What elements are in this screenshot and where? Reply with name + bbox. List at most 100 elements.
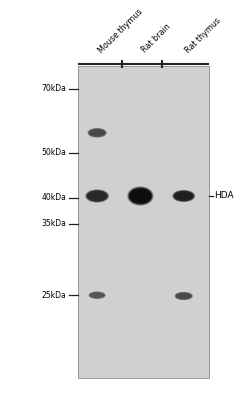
Ellipse shape xyxy=(85,189,109,203)
Ellipse shape xyxy=(171,189,196,203)
Ellipse shape xyxy=(88,128,107,138)
Bar xyxy=(78,66,209,378)
Ellipse shape xyxy=(172,190,196,202)
Ellipse shape xyxy=(87,128,107,138)
Ellipse shape xyxy=(171,189,196,203)
Ellipse shape xyxy=(128,187,152,205)
Ellipse shape xyxy=(128,188,152,204)
Ellipse shape xyxy=(85,189,110,203)
Ellipse shape xyxy=(87,128,107,138)
Ellipse shape xyxy=(87,190,108,202)
Ellipse shape xyxy=(88,291,106,299)
Ellipse shape xyxy=(88,291,107,299)
Text: 70kDa: 70kDa xyxy=(42,84,67,93)
Ellipse shape xyxy=(88,128,106,137)
Ellipse shape xyxy=(175,292,193,300)
Ellipse shape xyxy=(172,190,195,202)
Ellipse shape xyxy=(84,188,110,204)
Ellipse shape xyxy=(85,190,109,202)
Ellipse shape xyxy=(173,191,194,201)
Ellipse shape xyxy=(88,128,106,137)
Ellipse shape xyxy=(172,190,195,202)
Ellipse shape xyxy=(88,128,106,137)
Ellipse shape xyxy=(86,127,108,138)
Ellipse shape xyxy=(89,292,105,298)
Ellipse shape xyxy=(87,128,108,138)
Ellipse shape xyxy=(176,292,192,300)
Ellipse shape xyxy=(86,190,108,202)
Ellipse shape xyxy=(87,191,107,201)
Ellipse shape xyxy=(175,292,193,300)
Ellipse shape xyxy=(87,190,107,202)
Ellipse shape xyxy=(89,130,106,135)
Ellipse shape xyxy=(127,186,154,206)
Ellipse shape xyxy=(129,188,152,204)
Ellipse shape xyxy=(86,127,108,138)
Ellipse shape xyxy=(175,292,192,300)
Ellipse shape xyxy=(88,291,106,299)
Text: 25kDa: 25kDa xyxy=(42,291,67,300)
Ellipse shape xyxy=(126,185,155,207)
Ellipse shape xyxy=(89,292,105,299)
Ellipse shape xyxy=(87,192,107,200)
Text: 50kDa: 50kDa xyxy=(42,148,67,157)
Ellipse shape xyxy=(176,293,192,299)
Ellipse shape xyxy=(174,292,193,300)
Ellipse shape xyxy=(173,191,194,201)
Ellipse shape xyxy=(129,191,151,201)
Ellipse shape xyxy=(129,188,152,204)
Ellipse shape xyxy=(89,129,106,137)
Ellipse shape xyxy=(89,292,105,298)
Ellipse shape xyxy=(84,189,110,203)
Ellipse shape xyxy=(88,128,106,137)
Ellipse shape xyxy=(173,190,195,202)
Ellipse shape xyxy=(126,186,154,206)
Ellipse shape xyxy=(173,291,194,301)
Ellipse shape xyxy=(176,294,192,298)
Ellipse shape xyxy=(88,129,106,137)
Ellipse shape xyxy=(128,187,153,205)
Ellipse shape xyxy=(87,291,107,300)
Ellipse shape xyxy=(84,189,110,203)
Text: Rat brain: Rat brain xyxy=(140,22,173,55)
Ellipse shape xyxy=(175,292,192,300)
Ellipse shape xyxy=(88,292,106,299)
Ellipse shape xyxy=(174,292,193,300)
Ellipse shape xyxy=(176,292,192,300)
Ellipse shape xyxy=(128,186,153,206)
Text: Mouse thymus: Mouse thymus xyxy=(97,7,145,55)
Ellipse shape xyxy=(174,191,194,201)
Ellipse shape xyxy=(129,188,152,204)
Ellipse shape xyxy=(87,128,107,138)
Ellipse shape xyxy=(86,190,109,202)
Ellipse shape xyxy=(89,129,106,137)
Ellipse shape xyxy=(85,190,109,202)
Ellipse shape xyxy=(126,185,155,207)
Ellipse shape xyxy=(127,186,154,206)
Ellipse shape xyxy=(174,292,193,300)
Ellipse shape xyxy=(90,292,105,298)
Ellipse shape xyxy=(174,191,193,201)
Ellipse shape xyxy=(174,191,194,201)
Ellipse shape xyxy=(173,190,194,202)
Ellipse shape xyxy=(86,190,108,202)
Ellipse shape xyxy=(90,293,105,297)
Ellipse shape xyxy=(129,188,151,204)
Ellipse shape xyxy=(89,292,105,298)
Ellipse shape xyxy=(175,292,193,300)
Ellipse shape xyxy=(89,292,106,299)
Ellipse shape xyxy=(174,292,194,300)
Ellipse shape xyxy=(88,291,107,300)
Ellipse shape xyxy=(84,189,110,203)
Ellipse shape xyxy=(88,128,107,138)
Ellipse shape xyxy=(127,186,154,206)
Ellipse shape xyxy=(174,292,194,300)
Ellipse shape xyxy=(128,187,153,205)
Ellipse shape xyxy=(171,189,196,203)
Text: 40kDa: 40kDa xyxy=(42,194,67,202)
Ellipse shape xyxy=(172,190,195,202)
Ellipse shape xyxy=(173,291,194,301)
Text: 35kDa: 35kDa xyxy=(42,220,67,228)
Ellipse shape xyxy=(87,128,108,138)
Ellipse shape xyxy=(86,190,108,202)
